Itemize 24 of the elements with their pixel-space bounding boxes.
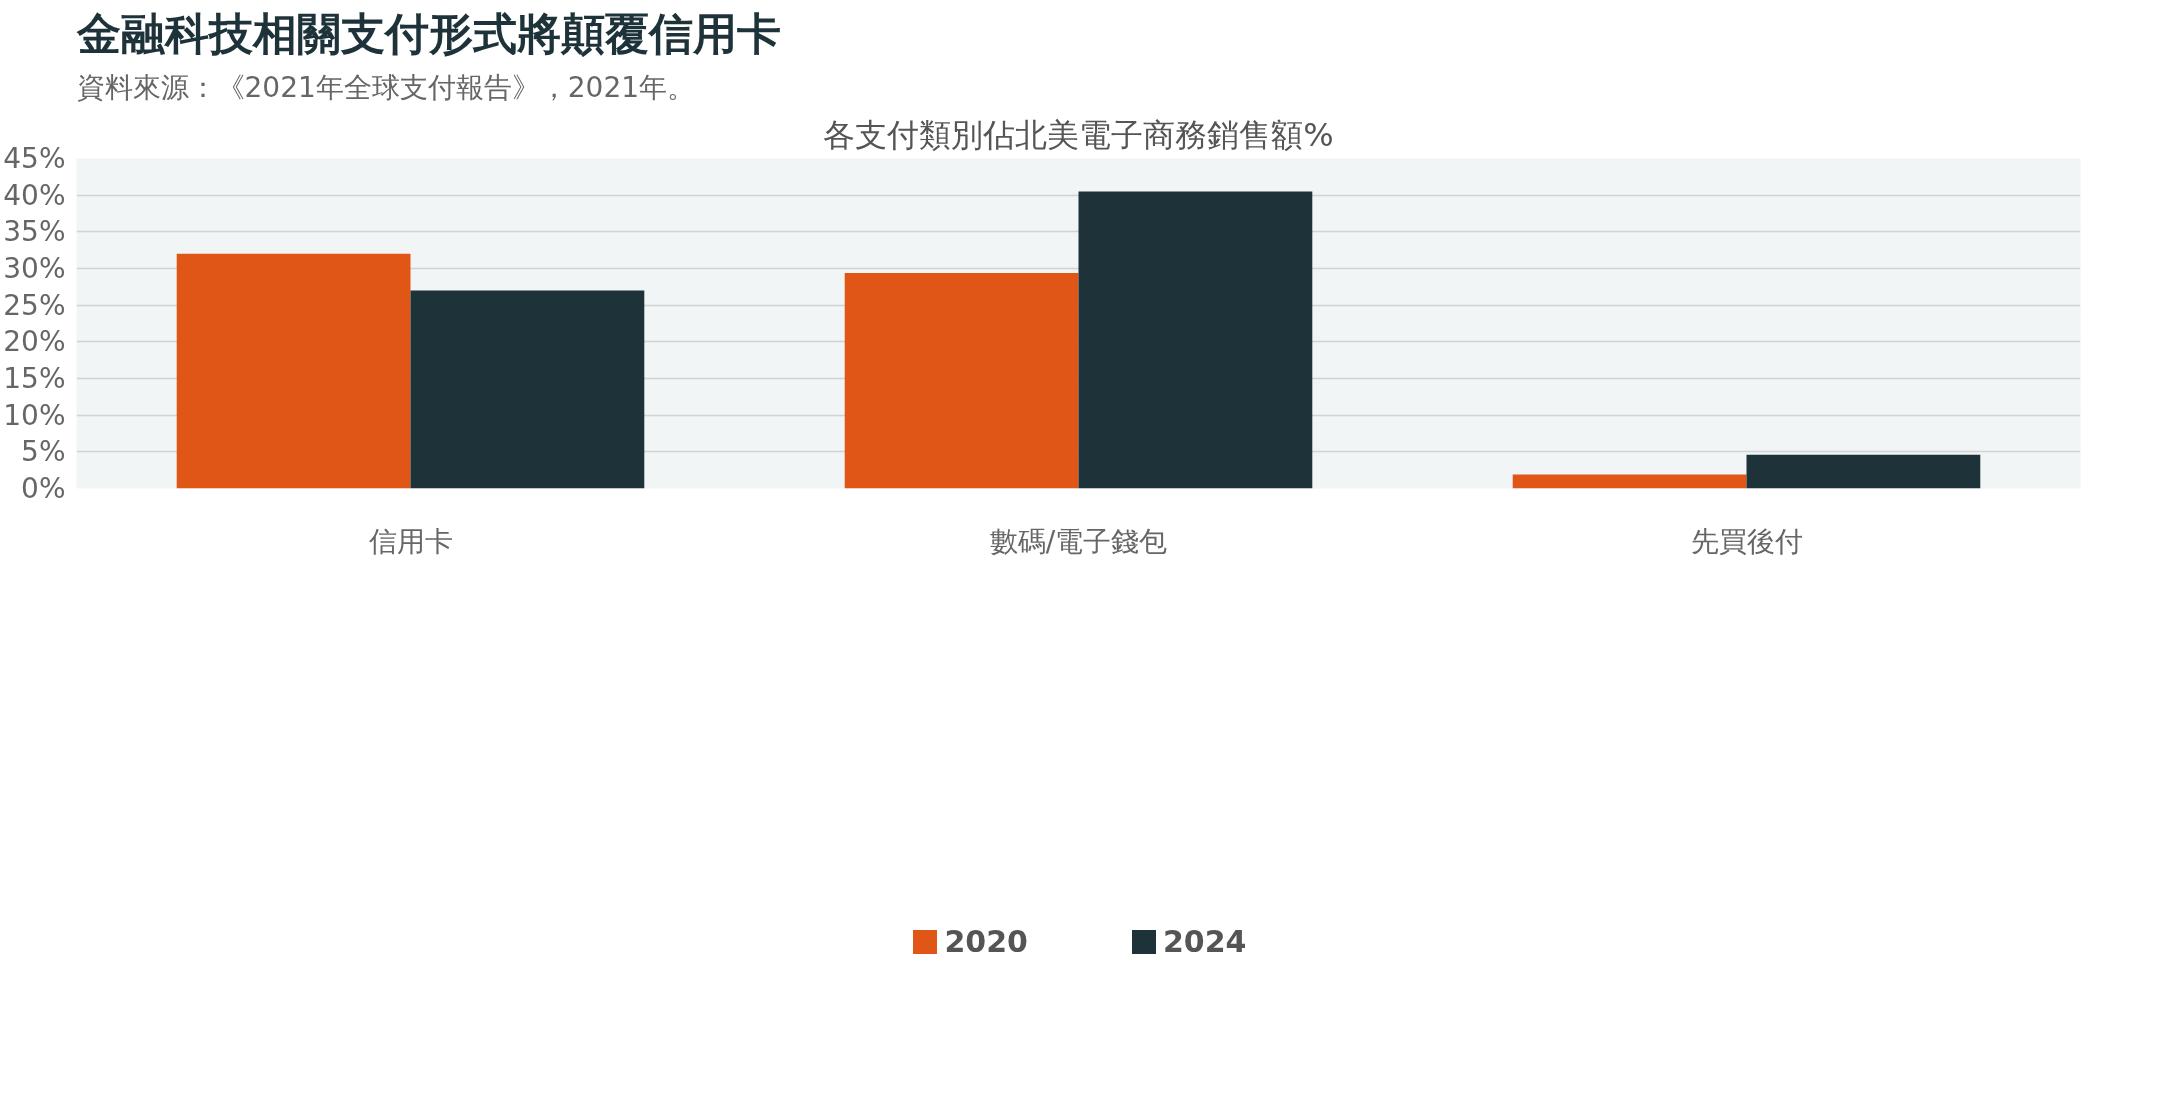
- y-tick-label: 30%: [3, 252, 66, 285]
- y-tick-label: 40%: [3, 178, 66, 212]
- bar: [1078, 191, 1313, 489]
- chart-title: 金融科技相關支付形式將顛覆信用卡: [75, 7, 781, 59]
- y-tick-label: 25%: [3, 288, 66, 322]
- x-tick-label: 信用卡: [368, 524, 453, 558]
- y-tick-label: 5%: [21, 435, 66, 469]
- bar: [1512, 474, 1747, 489]
- y-tick-label: 0%: [21, 472, 66, 505]
- y-tick-label: 10%: [3, 398, 66, 432]
- x-tick-label: 數碼/電子錢包: [989, 524, 1168, 558]
- text: 各支付類別佔北美電子商務銷售額%: [823, 115, 1334, 154]
- legend-label: 2020: [944, 923, 1028, 959]
- y-tick-label: 35%: [3, 215, 66, 249]
- bar: [844, 272, 1079, 489]
- y-tick-label: 20%: [3, 325, 66, 359]
- bar: [1746, 454, 1981, 489]
- chart-subtitle: 資料來源：《2021年全球支付報告》，2021年。: [76, 70, 696, 104]
- y-tick-label: 15%: [3, 362, 66, 395]
- bar: [410, 290, 645, 489]
- y-tick-label: 45%: [3, 142, 66, 175]
- x-tick-label: 先買後付: [1690, 524, 1803, 558]
- bar: [176, 253, 411, 489]
- legend-label: 2024: [1163, 923, 1247, 959]
